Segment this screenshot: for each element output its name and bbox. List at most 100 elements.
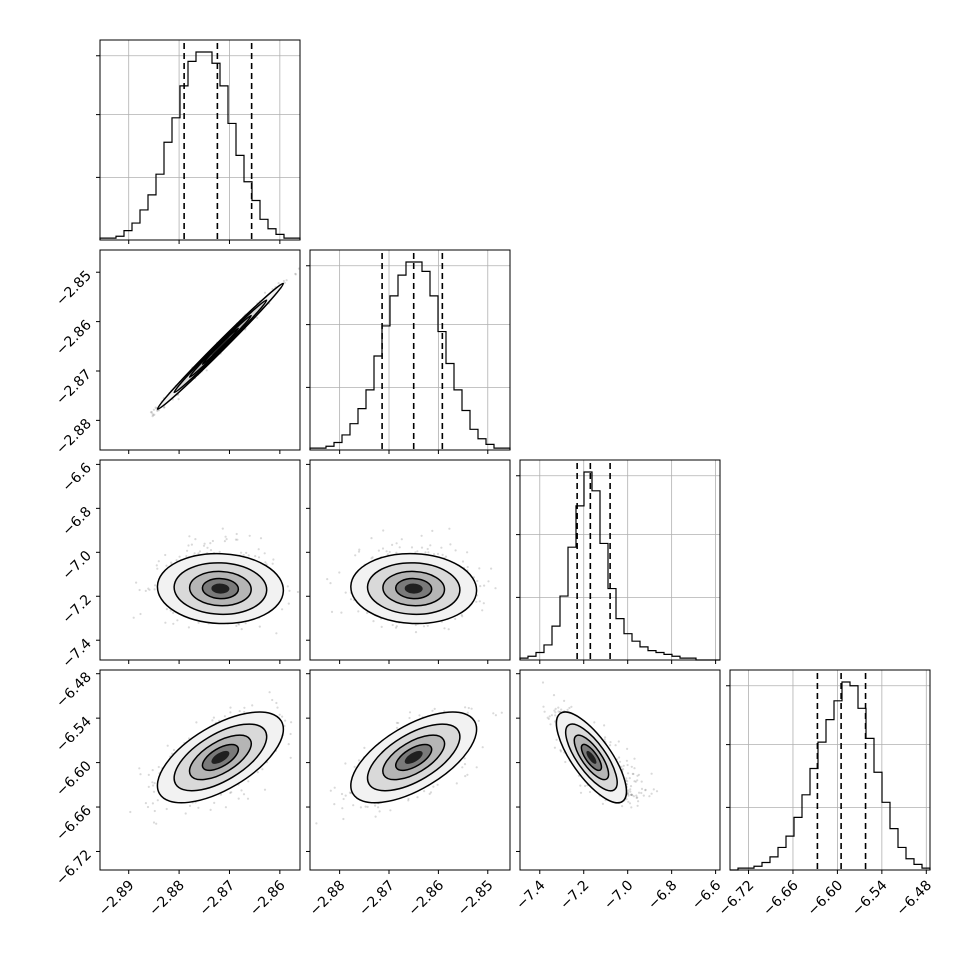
scatter-point — [482, 602, 485, 605]
scatter-point — [635, 794, 638, 797]
scatter-point — [211, 719, 214, 722]
scatter-point — [188, 535, 191, 538]
scatter-point — [631, 794, 634, 797]
scatter-point — [490, 567, 493, 570]
panel-p2-p3 — [516, 669, 721, 874]
scatter-point — [172, 622, 175, 625]
scatter-point — [626, 763, 629, 767]
scatter-point — [144, 589, 147, 593]
scatter-point — [193, 552, 196, 555]
scatter-point — [268, 691, 271, 694]
scatter-point — [225, 538, 228, 541]
scatter-point — [354, 554, 357, 557]
scatter-point — [426, 547, 429, 551]
scatter-point — [371, 556, 374, 559]
contour-line-1 — [173, 299, 268, 394]
scatter-point — [263, 552, 266, 555]
scatter-point — [370, 537, 373, 540]
scatter-point — [306, 583, 308, 585]
scatter-point — [444, 555, 448, 558]
scatter-point — [344, 762, 347, 765]
scatter-point — [152, 784, 155, 787]
scatter-point — [577, 774, 581, 777]
scatter-point — [510, 546, 512, 548]
scatter-point — [423, 790, 426, 793]
scatter-point — [164, 553, 167, 557]
contour-line-3 — [394, 577, 433, 600]
scatter-point — [389, 809, 392, 812]
scatter-point — [132, 616, 135, 619]
panel-content — [129, 691, 293, 825]
scatter-point — [271, 562, 274, 565]
panel-frame — [99, 249, 301, 451]
scatter-point — [151, 802, 154, 805]
scatter-point — [257, 556, 261, 559]
contour-line-2 — [382, 734, 446, 781]
scatter-point — [433, 707, 436, 711]
scatter-point — [153, 413, 156, 416]
scatter-point — [237, 623, 241, 626]
scatter-point — [194, 538, 197, 541]
scatter-point — [625, 798, 628, 801]
scatter-point — [172, 748, 176, 752]
scatter-point — [275, 632, 278, 635]
contour-line-0 — [156, 711, 285, 804]
scatter-point — [447, 628, 450, 631]
scatter-point — [461, 615, 464, 618]
scatter-point — [414, 623, 417, 627]
scatter-point — [478, 567, 481, 570]
scatter-point — [603, 724, 606, 727]
scatter-point — [370, 557, 373, 560]
scatter-point — [209, 542, 212, 545]
scatter-point — [487, 580, 490, 583]
scatter-point — [149, 411, 153, 414]
scatter-point — [223, 715, 226, 718]
scatter-point — [254, 555, 257, 558]
scatter-point — [391, 543, 394, 547]
scatter-point — [348, 791, 352, 794]
panel-content — [149, 267, 300, 418]
scatter-point — [218, 550, 221, 553]
scatter-point — [129, 810, 132, 814]
scatter-point — [584, 784, 587, 788]
scatter-point — [546, 716, 549, 719]
scatter-point — [244, 622, 247, 625]
scatter-point — [483, 584, 486, 587]
scatter-point — [626, 747, 629, 751]
scatter-point — [282, 279, 285, 283]
scatter-point — [429, 791, 433, 794]
scatter-point — [640, 791, 643, 795]
scatter-point — [240, 628, 243, 631]
scatter-point — [258, 625, 261, 628]
plot-layer: −2.88−2.87−2.86−2.85−7.4−7.2−7.0−6.8−6.6… — [53, 39, 935, 919]
scatter-point — [635, 796, 638, 800]
scatter-point — [329, 789, 332, 792]
scatter-point — [276, 706, 279, 709]
scatter-point — [424, 551, 427, 554]
scatter-point — [176, 619, 179, 622]
scatter-point — [153, 809, 156, 813]
scatter-point — [164, 621, 167, 624]
scatter-point — [177, 398, 180, 401]
contour-line-1 — [366, 562, 461, 616]
scatter-point — [281, 715, 284, 718]
scatter-point — [186, 549, 189, 552]
scatter-point — [357, 759, 361, 762]
density-fill-4 — [404, 583, 423, 594]
scatter-point — [609, 741, 612, 744]
scatter-point — [172, 611, 175, 615]
hist-panel-p0 — [96, 39, 301, 244]
scatter-point — [286, 585, 289, 588]
scatter-point — [408, 711, 412, 714]
scatter-point — [372, 620, 375, 623]
scatter-point — [229, 706, 232, 709]
scatter-point — [454, 549, 457, 552]
scatter-point — [382, 529, 385, 532]
scatter-point — [202, 544, 206, 547]
scatter-point — [209, 549, 213, 552]
contour-line-3 — [395, 743, 433, 772]
scatter-point — [481, 746, 484, 749]
scatter-point — [604, 736, 607, 739]
scatter-point — [144, 802, 147, 805]
scatter-point — [242, 793, 246, 796]
